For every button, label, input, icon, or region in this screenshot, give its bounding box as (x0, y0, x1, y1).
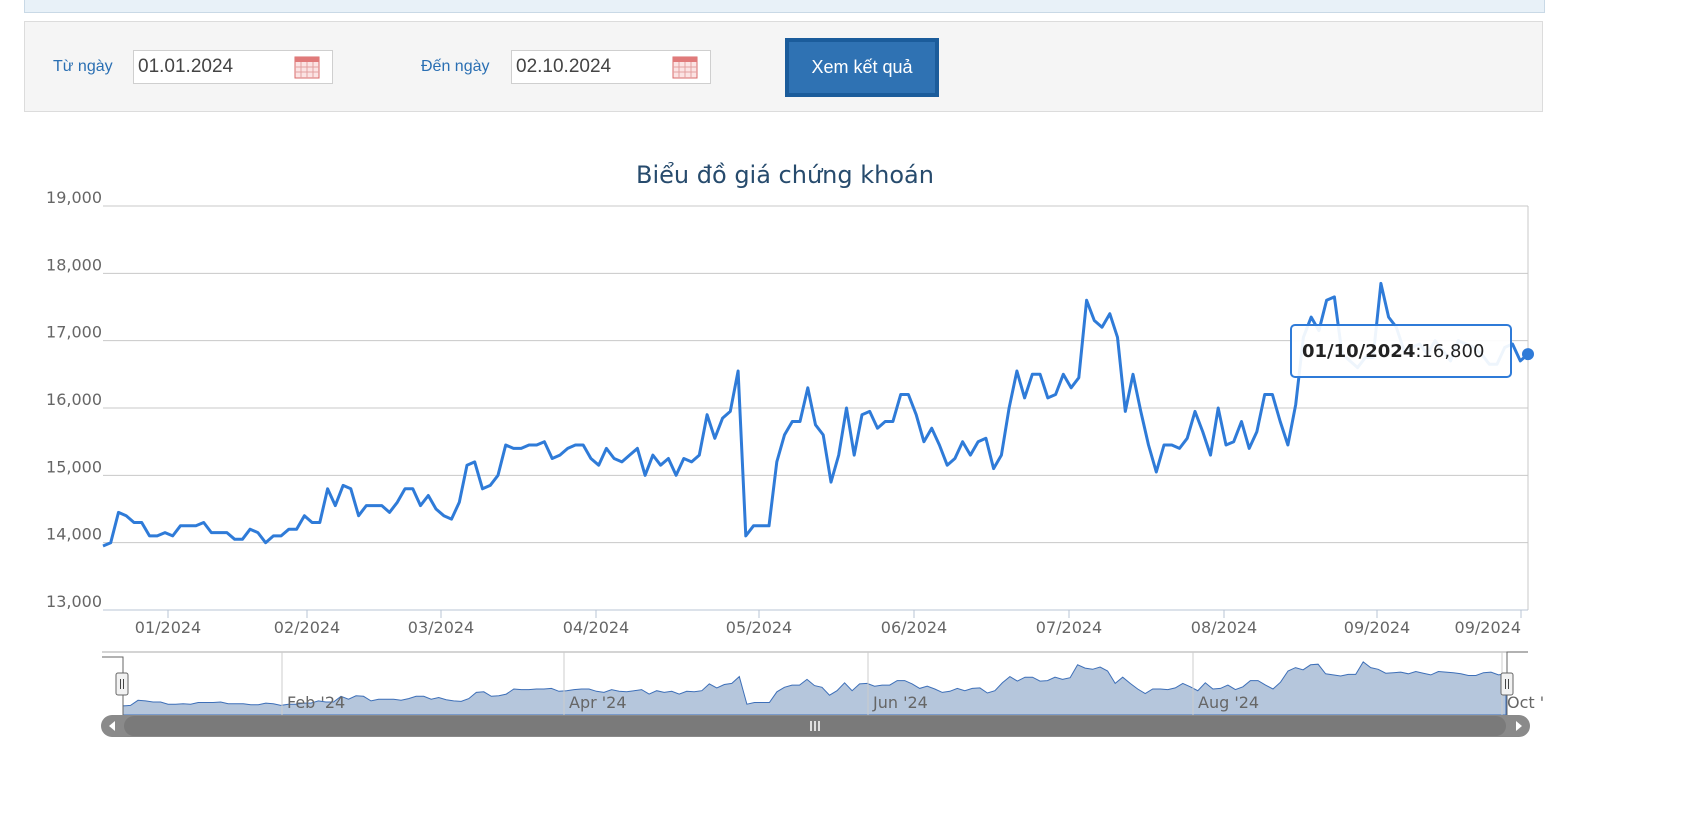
x-tick-label: 03/2024 (408, 618, 474, 637)
chart-grid (103, 205, 1529, 611)
x-axis: 01/2024 02/2024 03/2024 04/2024 05/2024 06/20… (135, 610, 1522, 637)
date-filter-bar: Từ ngày Đến ngày Xem kết quả (24, 21, 1543, 112)
navigator-area (122, 661, 1507, 716)
y-tick-label: 16,000 (46, 390, 102, 409)
x-tick-label: 02/2024 (274, 618, 340, 637)
price-tooltip: 01/10/2024: 16,800 (1290, 324, 1512, 378)
calendar-icon[interactable] (672, 55, 698, 79)
chart-title: Biểu đồ giá chứng khoán (636, 161, 934, 189)
navigator-label: Apr '24 (569, 693, 627, 712)
from-date-label: Từ ngày (53, 58, 113, 75)
to-date-input[interactable] (516, 55, 666, 79)
tooltip-separator: : (1415, 340, 1422, 362)
section-header-strip (24, 0, 1545, 13)
y-axis: 13,000 14,000 15,000 16,000 17,000 18,000 19,0… (46, 188, 102, 611)
hover-point (1522, 348, 1534, 361)
navigator-handle (115, 672, 129, 696)
y-tick-label: 19,000 (46, 188, 102, 207)
navigator-outline-left (102, 656, 124, 715)
x-tick-label: 08/2024 (1191, 618, 1257, 637)
navigator-handle (1500, 672, 1514, 696)
navigator-label: Oct ' (1507, 693, 1544, 712)
view-results-button[interactable]: Xem kết quả (785, 38, 939, 97)
navigator-label: Jun '24 (872, 693, 928, 712)
price-line (102, 281, 1529, 548)
calendar-icon[interactable] (294, 55, 320, 79)
y-tick-label: 14,000 (46, 525, 102, 544)
y-tick-label: 13,000 (46, 592, 102, 611)
tooltip-date: 01/10/2024 (1302, 340, 1416, 362)
x-tick-label: 09/2024 (1344, 618, 1410, 637)
view-results-label: Xem kết quả (789, 42, 935, 93)
x-tick-label: 09/2024 (1455, 618, 1521, 637)
to-date-field[interactable] (511, 50, 711, 84)
y-tick-label: 15,000 (46, 457, 102, 476)
tooltip-value: 16,800 (1421, 340, 1485, 362)
x-tick-label: 06/2024 (881, 618, 947, 637)
to-date-label: Đến ngày (421, 58, 490, 75)
price-series[interactable] (102, 281, 1534, 548)
navigator-label: Feb '24 (287, 693, 345, 712)
price-chart: Biểu đồ giá chứng khoán 13,000 14,000 15,0… (46, 161, 1544, 737)
from-date-input[interactable] (138, 55, 288, 79)
scroll-right-arrow (1516, 721, 1522, 731)
x-tick-label: 01/2024 (135, 618, 201, 637)
x-tick-label: 05/2024 (726, 618, 792, 637)
scroll-left-arrow (109, 721, 115, 731)
navigator[interactable]: Feb '24 Apr '24 Jun '24 Aug '24 Oct ' (101, 651, 1544, 737)
y-tick-label: 18,000 (46, 255, 102, 274)
x-tick-label: 07/2024 (1036, 618, 1102, 637)
y-tick-label: 17,000 (46, 323, 102, 342)
from-date-field[interactable] (133, 50, 333, 84)
navigator-label: Aug '24 (1198, 693, 1259, 712)
x-tick-label: 04/2024 (563, 618, 629, 637)
